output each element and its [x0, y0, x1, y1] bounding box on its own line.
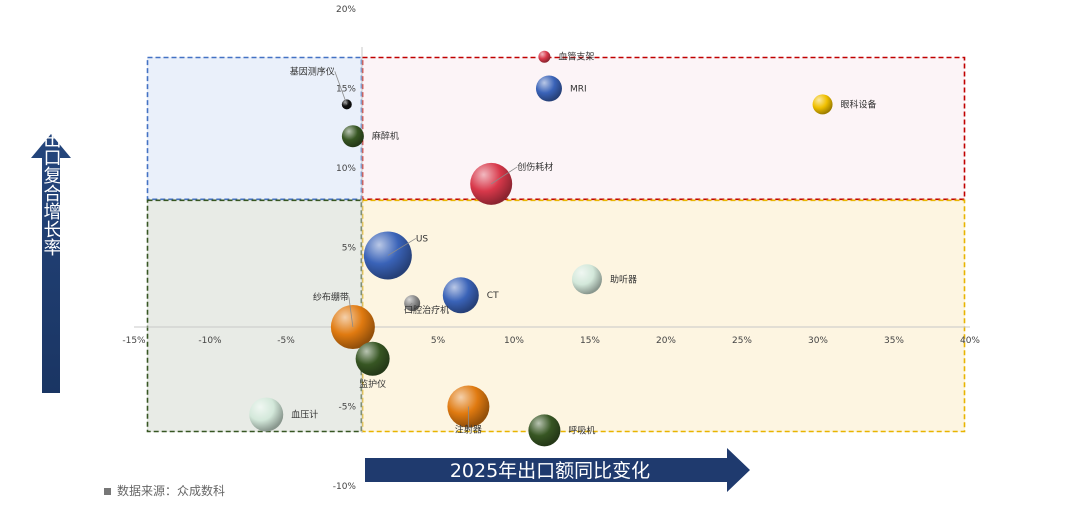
bubble-label: 麻醉机: [372, 130, 399, 142]
quadrant-top-left: [147, 57, 362, 200]
leader-line: [387, 238, 417, 256]
bubble-5: [535, 75, 562, 102]
bubble-labels: 内窥镜透析设备关节耗材血管支架MRI眼科设备基因测序仪麻醉机创伤耗材USCT助听…: [290, 51, 877, 437]
x-tick-label: 30%: [808, 336, 828, 346]
x-tick-label: 20%: [656, 336, 676, 346]
bubble-label: 监护仪: [359, 378, 386, 390]
bubble-label: 基因测序仪: [290, 65, 335, 77]
x-tick-label: 15%: [580, 336, 600, 346]
bubble-label: 眼科设备: [841, 98, 877, 110]
bubble-16: [249, 397, 284, 432]
bubble-18: [528, 414, 561, 447]
y-tick-label: 10%: [336, 164, 356, 174]
x-tick-label: -10%: [198, 336, 222, 346]
y-tick-label: 5%: [342, 244, 357, 254]
bubble-15: [355, 341, 390, 376]
x-axis-label: 2025年出口额同比变化: [450, 460, 650, 482]
y-tick-label: 20%: [336, 5, 356, 15]
x-axis-arrow-shape: [365, 448, 750, 492]
bubble-label: 创伤耗材: [517, 161, 553, 173]
y-tick-label: -10%: [333, 482, 357, 492]
bubble-label: 助听器: [610, 273, 637, 285]
bubble-label: US: [416, 234, 429, 244]
bubble-12: [571, 264, 602, 295]
x-tick-label: 25%: [732, 336, 752, 346]
x-tick-label: 10%: [504, 336, 524, 346]
bubble-label: CT: [487, 291, 499, 301]
leader-line: [403, 302, 413, 311]
bubble-label: 注射器: [455, 424, 482, 436]
x-axis-arrow: 2025年出口额同比变化: [365, 448, 750, 492]
bubble-6: [812, 94, 833, 115]
x-tick-label: 40%: [960, 336, 980, 346]
y-tick-label: -5%: [338, 403, 356, 413]
bubble-label: 纱布绷带: [313, 291, 349, 303]
bubble-11: [442, 277, 479, 314]
x-tick-label: -15%: [122, 336, 146, 346]
source-text: 数据来源：众成数科: [117, 484, 226, 498]
x-tick-label: 5%: [431, 336, 446, 346]
quadrant-bottom-left: [147, 199, 362, 432]
x-tick-label: -5%: [277, 336, 295, 346]
bubble-label: 呼吸机: [568, 424, 595, 436]
bubble-10: [363, 231, 412, 280]
bubble-label: MRI: [570, 85, 587, 95]
bubble-label: 血管支架: [558, 51, 594, 63]
quadrant-top-right: [362, 57, 965, 200]
quadrant-border-bottom-right: [361, 199, 966, 433]
bubble-8: [341, 125, 364, 148]
bubble-label: 口腔治疗机: [404, 304, 449, 316]
y-axis-arrow: 近五年出口复合增长率: [31, 76, 71, 393]
y-axis-arrow-shape: [31, 134, 71, 393]
bubble-label: 血压计: [291, 408, 318, 420]
bubble-4: [538, 50, 551, 63]
y-axis-label: 近五年出口复合增长率: [41, 76, 62, 256]
y-tick-label: 15%: [336, 85, 356, 95]
bullet-square-icon: [104, 488, 111, 495]
x-tick-label: 35%: [884, 336, 904, 346]
leader-line: [490, 166, 518, 185]
source-note: 数据来源：众成数科: [104, 482, 225, 499]
quadrant-regions: [146, 56, 966, 433]
leader-line: [334, 71, 348, 105]
leader-line: [348, 296, 354, 328]
